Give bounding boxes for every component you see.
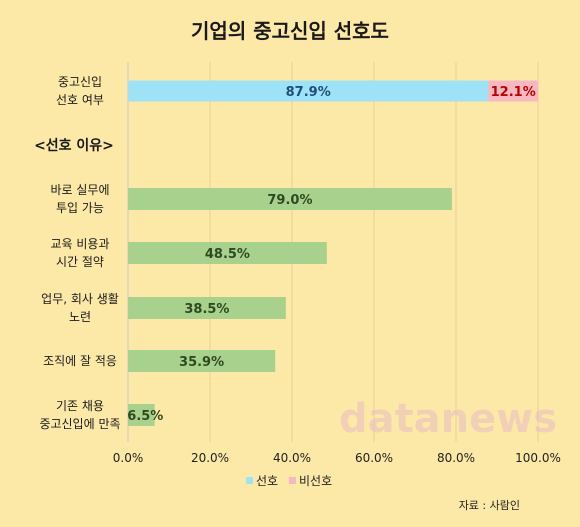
data-label: 12.1% — [491, 85, 536, 100]
datanews-watermark: datanews — [339, 396, 557, 442]
bar — [128, 242, 327, 264]
category-label: 중고신입에 만족 — [39, 417, 120, 431]
category-label: 노련 — [69, 310, 91, 324]
watermark-text: datanews — [339, 396, 557, 442]
category-label: 선호 여부 — [56, 93, 104, 107]
x-axis-ticks: 0.0% 20.0% 40.0% 60.0% 80.0% 100.0% — [113, 451, 561, 465]
data-label: 87.9% — [286, 85, 331, 100]
data-label: 79.0% — [267, 193, 312, 208]
x-tick-label: 60.0% — [355, 451, 393, 465]
legend-swatch — [246, 477, 253, 484]
x-tick-label: 80.0% — [437, 451, 475, 465]
bars: 87.9% 12.1% 79.0% 48.5% 38.5% 35.9% 6.5% — [127, 80, 538, 426]
source-note: 자료 : 사람인 — [459, 499, 520, 512]
bar — [128, 350, 276, 372]
category-label: 업무, 회사 생활 — [41, 292, 119, 306]
legend-label: 비선호 — [299, 474, 332, 488]
x-tick-label: 100.0% — [515, 451, 561, 465]
stacked-bar-prefer — [128, 80, 489, 102]
data-label: 6.5% — [127, 409, 163, 424]
x-tick-label: 20.0% — [191, 451, 229, 465]
chart-title: 기업의 중고신입 선호도 — [191, 19, 389, 43]
bar — [128, 404, 155, 426]
legend-label: 선호 — [256, 474, 278, 488]
x-tick-label: 0.0% — [113, 451, 144, 465]
category-label: 시간 절약 — [56, 254, 104, 269]
legend-swatch — [289, 477, 296, 484]
data-label: 48.5% — [205, 247, 250, 262]
bar — [128, 297, 286, 319]
category-label: 교육 비용과 — [50, 237, 109, 251]
data-label: 38.5% — [184, 302, 229, 317]
x-tick-label: 40.0% — [273, 451, 311, 465]
legend: 선호 비선호 — [246, 474, 332, 488]
category-label: 중고신입 — [58, 75, 102, 89]
data-label: 35.9% — [179, 355, 224, 370]
stacked-bar-nonprefer — [488, 80, 538, 102]
bar — [128, 188, 452, 210]
category-label: 기존 채용 — [56, 399, 104, 413]
section-label: <선호 이유> — [34, 137, 114, 154]
category-label: 투입 가능 — [56, 201, 104, 215]
category-label: 조직에 잘 적응 — [43, 354, 117, 368]
category-label: 바로 실무에 — [50, 183, 109, 197]
